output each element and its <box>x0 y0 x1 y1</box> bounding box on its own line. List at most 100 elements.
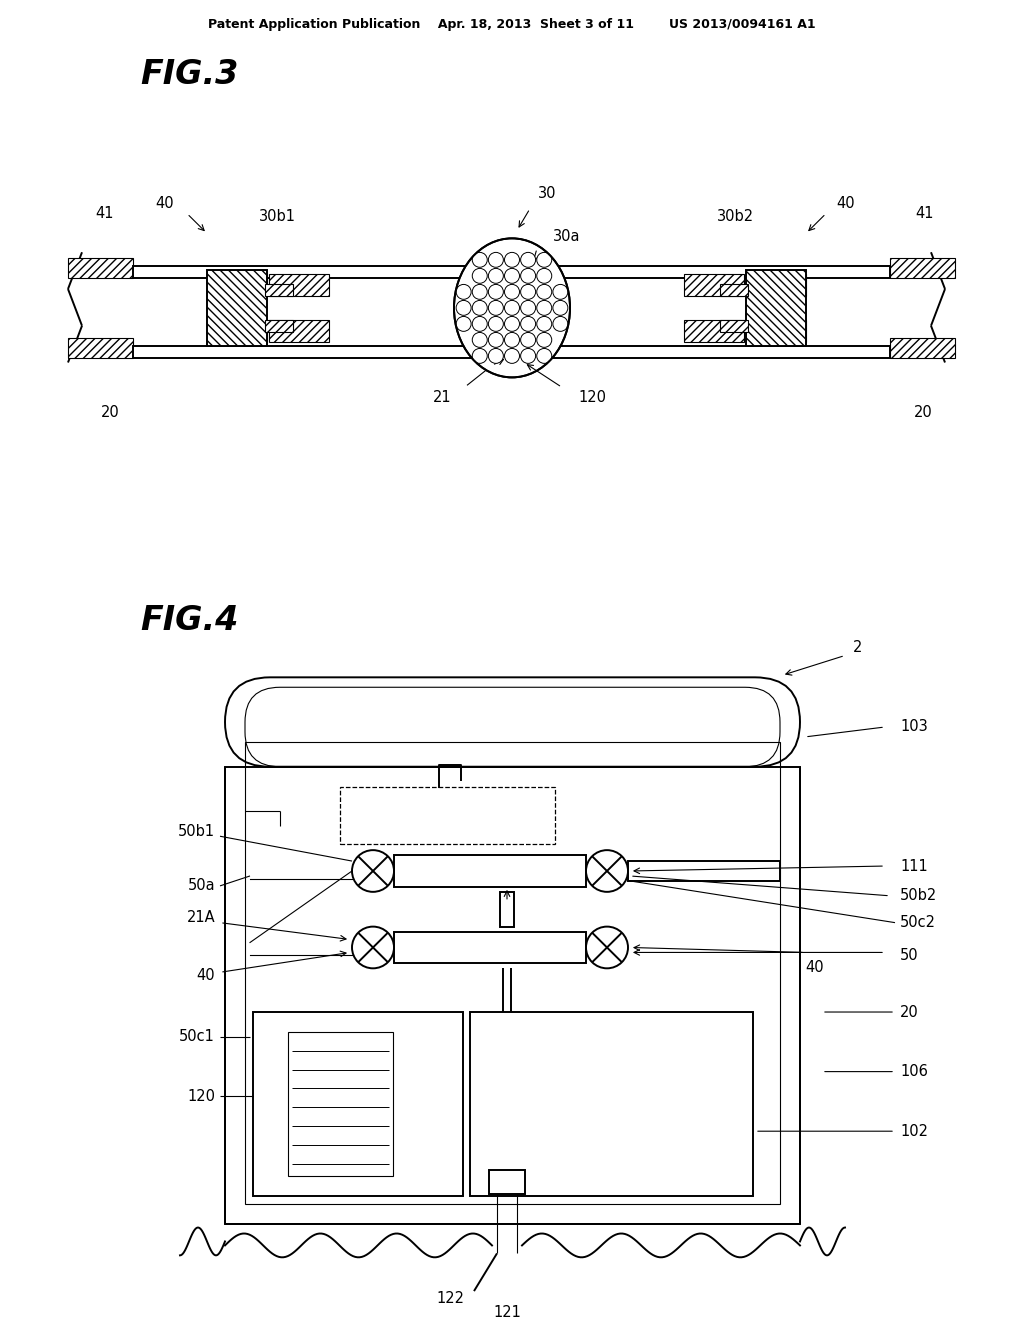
Circle shape <box>586 927 628 969</box>
Text: 20: 20 <box>913 405 933 420</box>
Bar <box>288 1032 393 1176</box>
Bar <box>890 259 955 279</box>
Circle shape <box>537 333 552 347</box>
Text: 120: 120 <box>578 389 606 405</box>
Text: 30b1: 30b1 <box>258 209 296 224</box>
Circle shape <box>472 252 487 267</box>
Text: 2: 2 <box>853 640 862 655</box>
Circle shape <box>537 301 552 315</box>
Circle shape <box>472 301 487 315</box>
Text: FIG.4: FIG.4 <box>140 605 239 638</box>
Circle shape <box>472 284 487 300</box>
Bar <box>483 1030 531 1057</box>
Ellipse shape <box>454 239 570 378</box>
Text: 30b2: 30b2 <box>718 209 755 224</box>
Bar <box>253 1012 463 1196</box>
Bar <box>628 861 780 880</box>
Circle shape <box>505 333 519 347</box>
Circle shape <box>352 927 394 969</box>
Bar <box>269 275 329 296</box>
Text: 30a: 30a <box>553 228 581 244</box>
Bar <box>207 271 267 346</box>
Circle shape <box>456 301 471 315</box>
Circle shape <box>553 284 568 300</box>
Circle shape <box>472 333 487 347</box>
Text: 50b2: 50b2 <box>900 888 937 903</box>
Bar <box>225 767 800 1224</box>
Circle shape <box>520 317 536 331</box>
Circle shape <box>488 252 504 267</box>
Bar <box>68 338 133 358</box>
Circle shape <box>505 348 519 363</box>
Bar <box>746 271 806 346</box>
Circle shape <box>586 850 628 892</box>
Bar <box>207 275 267 296</box>
Text: 106: 106 <box>900 1064 928 1080</box>
Circle shape <box>520 268 536 284</box>
Text: 40: 40 <box>805 960 823 975</box>
Bar <box>265 284 293 296</box>
Text: 121: 121 <box>494 1305 521 1320</box>
Circle shape <box>488 333 504 347</box>
Text: 40: 40 <box>197 968 215 983</box>
Text: 103: 103 <box>900 719 928 734</box>
Circle shape <box>520 252 536 267</box>
Text: 50c2: 50c2 <box>900 915 936 931</box>
Text: 50a: 50a <box>187 878 215 894</box>
Text: 21A: 21A <box>186 911 215 925</box>
Bar <box>489 1170 525 1193</box>
Text: 120: 120 <box>187 1089 215 1104</box>
Text: FIG.3: FIG.3 <box>140 58 239 91</box>
Circle shape <box>352 850 394 892</box>
Text: 111: 111 <box>900 858 928 874</box>
Circle shape <box>472 268 487 284</box>
Circle shape <box>488 284 504 300</box>
Bar <box>890 338 955 358</box>
Bar <box>684 319 744 342</box>
Circle shape <box>488 348 504 363</box>
Bar <box>269 319 329 342</box>
Bar <box>470 1012 753 1196</box>
Circle shape <box>488 268 504 284</box>
Text: 102: 102 <box>900 1123 928 1139</box>
Circle shape <box>553 317 568 331</box>
Bar <box>720 319 748 331</box>
Bar <box>746 319 806 342</box>
Bar <box>245 742 780 1204</box>
Circle shape <box>505 284 519 300</box>
Bar <box>394 855 586 887</box>
Text: 50: 50 <box>900 948 919 962</box>
Bar <box>684 275 744 296</box>
Circle shape <box>537 348 552 363</box>
Bar <box>133 267 890 279</box>
Text: 41: 41 <box>915 206 934 220</box>
Text: 50c1: 50c1 <box>179 1030 215 1044</box>
Text: 30: 30 <box>538 186 556 201</box>
Text: 20: 20 <box>100 405 120 420</box>
Bar <box>133 346 890 358</box>
Circle shape <box>505 317 519 331</box>
Circle shape <box>505 252 519 267</box>
Bar <box>68 259 133 279</box>
Text: 40: 40 <box>156 197 174 211</box>
Bar <box>746 275 806 296</box>
Circle shape <box>520 348 536 363</box>
Circle shape <box>456 317 471 331</box>
Circle shape <box>537 284 552 300</box>
Text: 41: 41 <box>96 206 115 220</box>
Text: 40: 40 <box>837 197 855 211</box>
Circle shape <box>553 301 568 315</box>
Text: Patent Application Publication    Apr. 18, 2013  Sheet 3 of 11        US 2013/00: Patent Application Publication Apr. 18, … <box>208 18 816 32</box>
Circle shape <box>520 301 536 315</box>
Bar <box>340 787 555 845</box>
Bar <box>500 892 514 927</box>
Circle shape <box>456 284 471 300</box>
Circle shape <box>537 317 552 331</box>
Circle shape <box>505 268 519 284</box>
Text: 122: 122 <box>436 1291 464 1305</box>
FancyBboxPatch shape <box>225 677 800 767</box>
Circle shape <box>537 268 552 284</box>
Circle shape <box>520 333 536 347</box>
Text: 20: 20 <box>900 1005 919 1019</box>
Text: 21: 21 <box>433 389 452 405</box>
